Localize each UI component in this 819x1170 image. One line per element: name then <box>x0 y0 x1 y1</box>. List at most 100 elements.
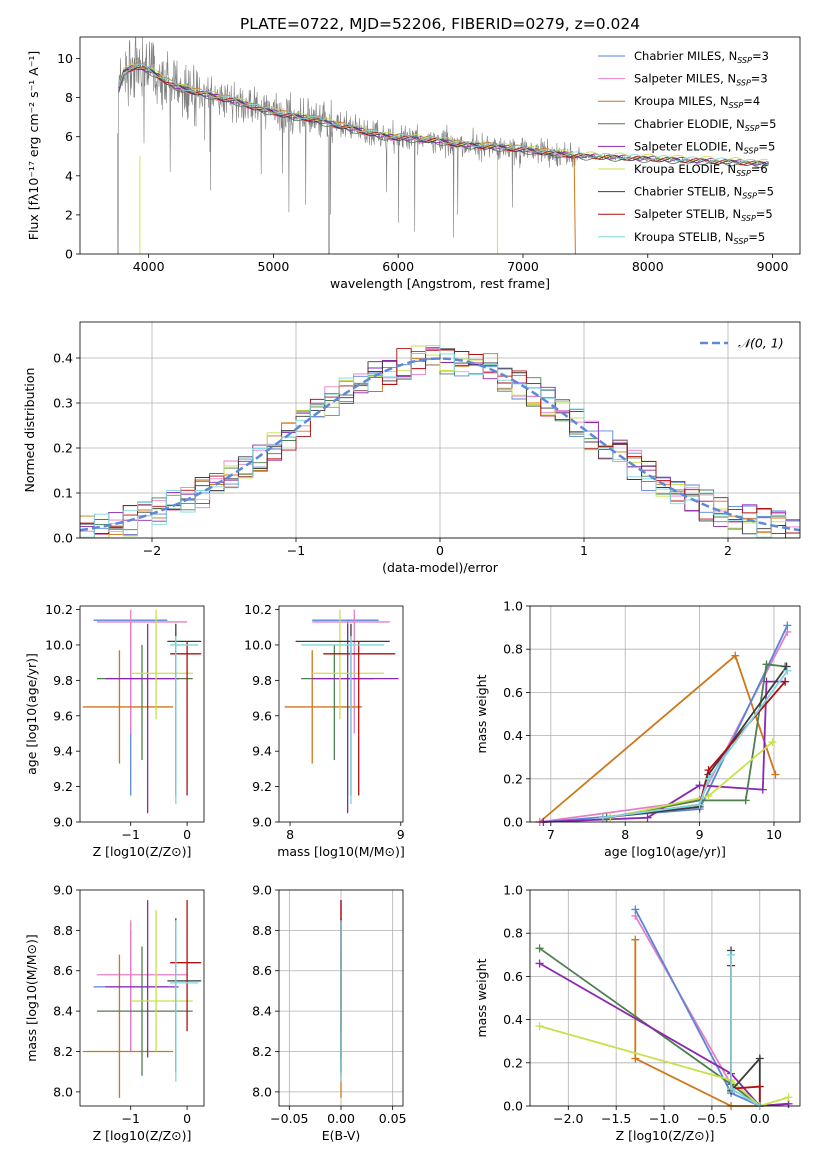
y-tick-label: 8.2 <box>252 1044 272 1059</box>
weight-marker <box>695 800 704 809</box>
y-tick-label: 9.0 <box>252 815 272 830</box>
histogram-5 <box>80 345 800 538</box>
weight-marker <box>598 813 607 822</box>
legend-label-4: Salpeter ELODIE, NSSP=5 <box>634 139 775 155</box>
weight-marker <box>643 813 652 822</box>
panel-residuals: −2 −1 0 1 2 0.0 0.1 0.2 0.3 0.4 (data-model)/error… <box>22 321 801 575</box>
legend-label-1: Salpeter MILES, NSSP=3 <box>634 72 768 88</box>
model-line-7 <box>118 66 768 167</box>
axes-frame <box>79 889 205 1107</box>
panel-spectrum: 4000 5000 6000 7000 8000 9000 0 2 4 6 8 10 wavelengt… <box>26 36 801 291</box>
weight-line-7 <box>602 681 786 819</box>
y-tick-label: 10.0 <box>244 637 272 652</box>
y-tick-label: 0 <box>65 247 73 262</box>
x-tick-label: 9 <box>397 827 405 842</box>
spectrum-plot-area <box>117 37 770 254</box>
y-tick-label: 2 <box>65 207 73 222</box>
weight-marker <box>631 935 640 944</box>
errorbar-point-7 <box>170 641 202 796</box>
weight-marker <box>727 1084 736 1093</box>
x-tick-label: −1.0 <box>649 1111 679 1126</box>
legend-label-2: Kroupa MILES, NSSP=4 <box>634 94 760 110</box>
weight-marker <box>741 796 750 805</box>
gaussian-curve <box>80 357 800 532</box>
legend-label-7: Salpeter STELIB, NSSP=5 <box>634 207 773 223</box>
x-tick-label: 0 <box>183 827 191 842</box>
weight-marker <box>535 944 544 953</box>
weight-marker <box>771 770 780 779</box>
y-tick-label: 9.0 <box>53 815 73 830</box>
x-tick-label: −1 <box>122 827 140 842</box>
weight-marker <box>784 1093 793 1102</box>
errorbar-point-3 <box>96 946 193 1076</box>
weight-line-2 <box>543 625 789 823</box>
x-tick-label: 9000 <box>757 259 789 274</box>
y-tick-label: 9.2 <box>252 779 272 794</box>
x-tick-label: −2.0 <box>553 1111 583 1126</box>
y-tick-label: 9.6 <box>53 708 73 723</box>
x-tick-label: 2 <box>724 543 732 558</box>
errorbar-point-2 <box>82 954 173 1098</box>
y-tick-label: 0.8 <box>503 642 523 657</box>
y-axis-label: Flux [fλ10⁻¹⁷ erg cm⁻² s⁻¹ A⁻¹] <box>26 51 41 240</box>
legend-label-3: Chabrier ELODIE, NSSP=5 <box>634 117 776 133</box>
age-vs-Z-plot-area <box>82 609 202 814</box>
massweight-vs-Z-plot-area <box>535 905 793 1110</box>
y-tick-label: 8.2 <box>53 1044 73 1059</box>
y-tick-label: 0.0 <box>53 531 73 546</box>
y-tick-label: 0.3 <box>53 396 73 411</box>
y-tick-label: 8.6 <box>252 963 272 978</box>
legend-label-gaussian: 𝒩(0, 1) <box>738 336 784 351</box>
axes-frame <box>79 605 205 823</box>
errorbar-point-1 <box>96 609 188 734</box>
errorbar-point-8 <box>301 636 385 805</box>
x-tick-label: −1 <box>122 1111 140 1126</box>
y-tick-label: 10 <box>57 51 73 66</box>
y-tick-label: 0.6 <box>503 969 523 984</box>
residuals-plot-area <box>80 345 800 538</box>
errorbar-point-2 <box>82 650 173 764</box>
weight-marker <box>704 792 713 801</box>
y-axis-label: mass weight <box>474 958 489 1037</box>
x-tick-label: 6000 <box>382 259 414 274</box>
axes-frame <box>529 889 801 1107</box>
weight-marker <box>762 660 771 669</box>
errorbar-point-2 <box>284 650 363 764</box>
x-tick-label: 0.05 <box>379 1111 407 1126</box>
legend-label-0: Chabrier MILES, NSSP=3 <box>634 49 769 65</box>
x-tick-label: 0.0 <box>750 1111 770 1126</box>
y-tick-label: 9.0 <box>252 883 272 898</box>
x-tick-label: 8000 <box>632 259 664 274</box>
panel-massweight-vs-age: 7 8 9 10 0.0 0.2 0.4 0.6 0.8 1.0 age [log10(age/yr… <box>474 599 801 859</box>
errorbar-point-8 <box>170 920 199 1082</box>
x-tick-label: 0.00 <box>327 1111 355 1126</box>
weight-marker <box>631 905 640 914</box>
y-axis-label: age [log10(age/yr)] <box>24 653 39 775</box>
weight-marker <box>731 651 740 660</box>
x-tick-label: −1 <box>287 543 305 558</box>
x-axis-label: mass [log10(M/M⊙)] <box>277 844 405 859</box>
axes-frame <box>79 321 801 539</box>
weight-marker <box>535 1022 544 1031</box>
y-tick-label: 9.4 <box>252 744 272 759</box>
histogram-8 <box>80 345 800 538</box>
y-tick-label: 9.6 <box>252 708 272 723</box>
y-tick-label: 8.4 <box>53 1004 73 1019</box>
weight-line-4 <box>539 962 789 1107</box>
y-tick-label: 10.2 <box>244 602 272 617</box>
axes-frame <box>278 605 404 823</box>
y-tick-label: 0.4 <box>53 351 73 366</box>
x-axis-label: age [log10(age/yr)] <box>604 844 726 859</box>
errorbar-point-5 <box>130 910 193 1052</box>
weight-marker <box>631 1054 640 1063</box>
y-tick-label: 8.6 <box>53 963 73 978</box>
x-tick-label: 10 <box>766 827 782 842</box>
y-tick-label: 10.2 <box>45 602 73 617</box>
y-tick-label: 6 <box>65 129 73 144</box>
x-tick-label: −0.05 <box>270 1111 308 1126</box>
weight-marker <box>782 662 791 671</box>
y-tick-label: 9.8 <box>252 673 272 688</box>
y-tick-label: 1.0 <box>503 883 523 898</box>
weight-line-0 <box>539 654 777 823</box>
